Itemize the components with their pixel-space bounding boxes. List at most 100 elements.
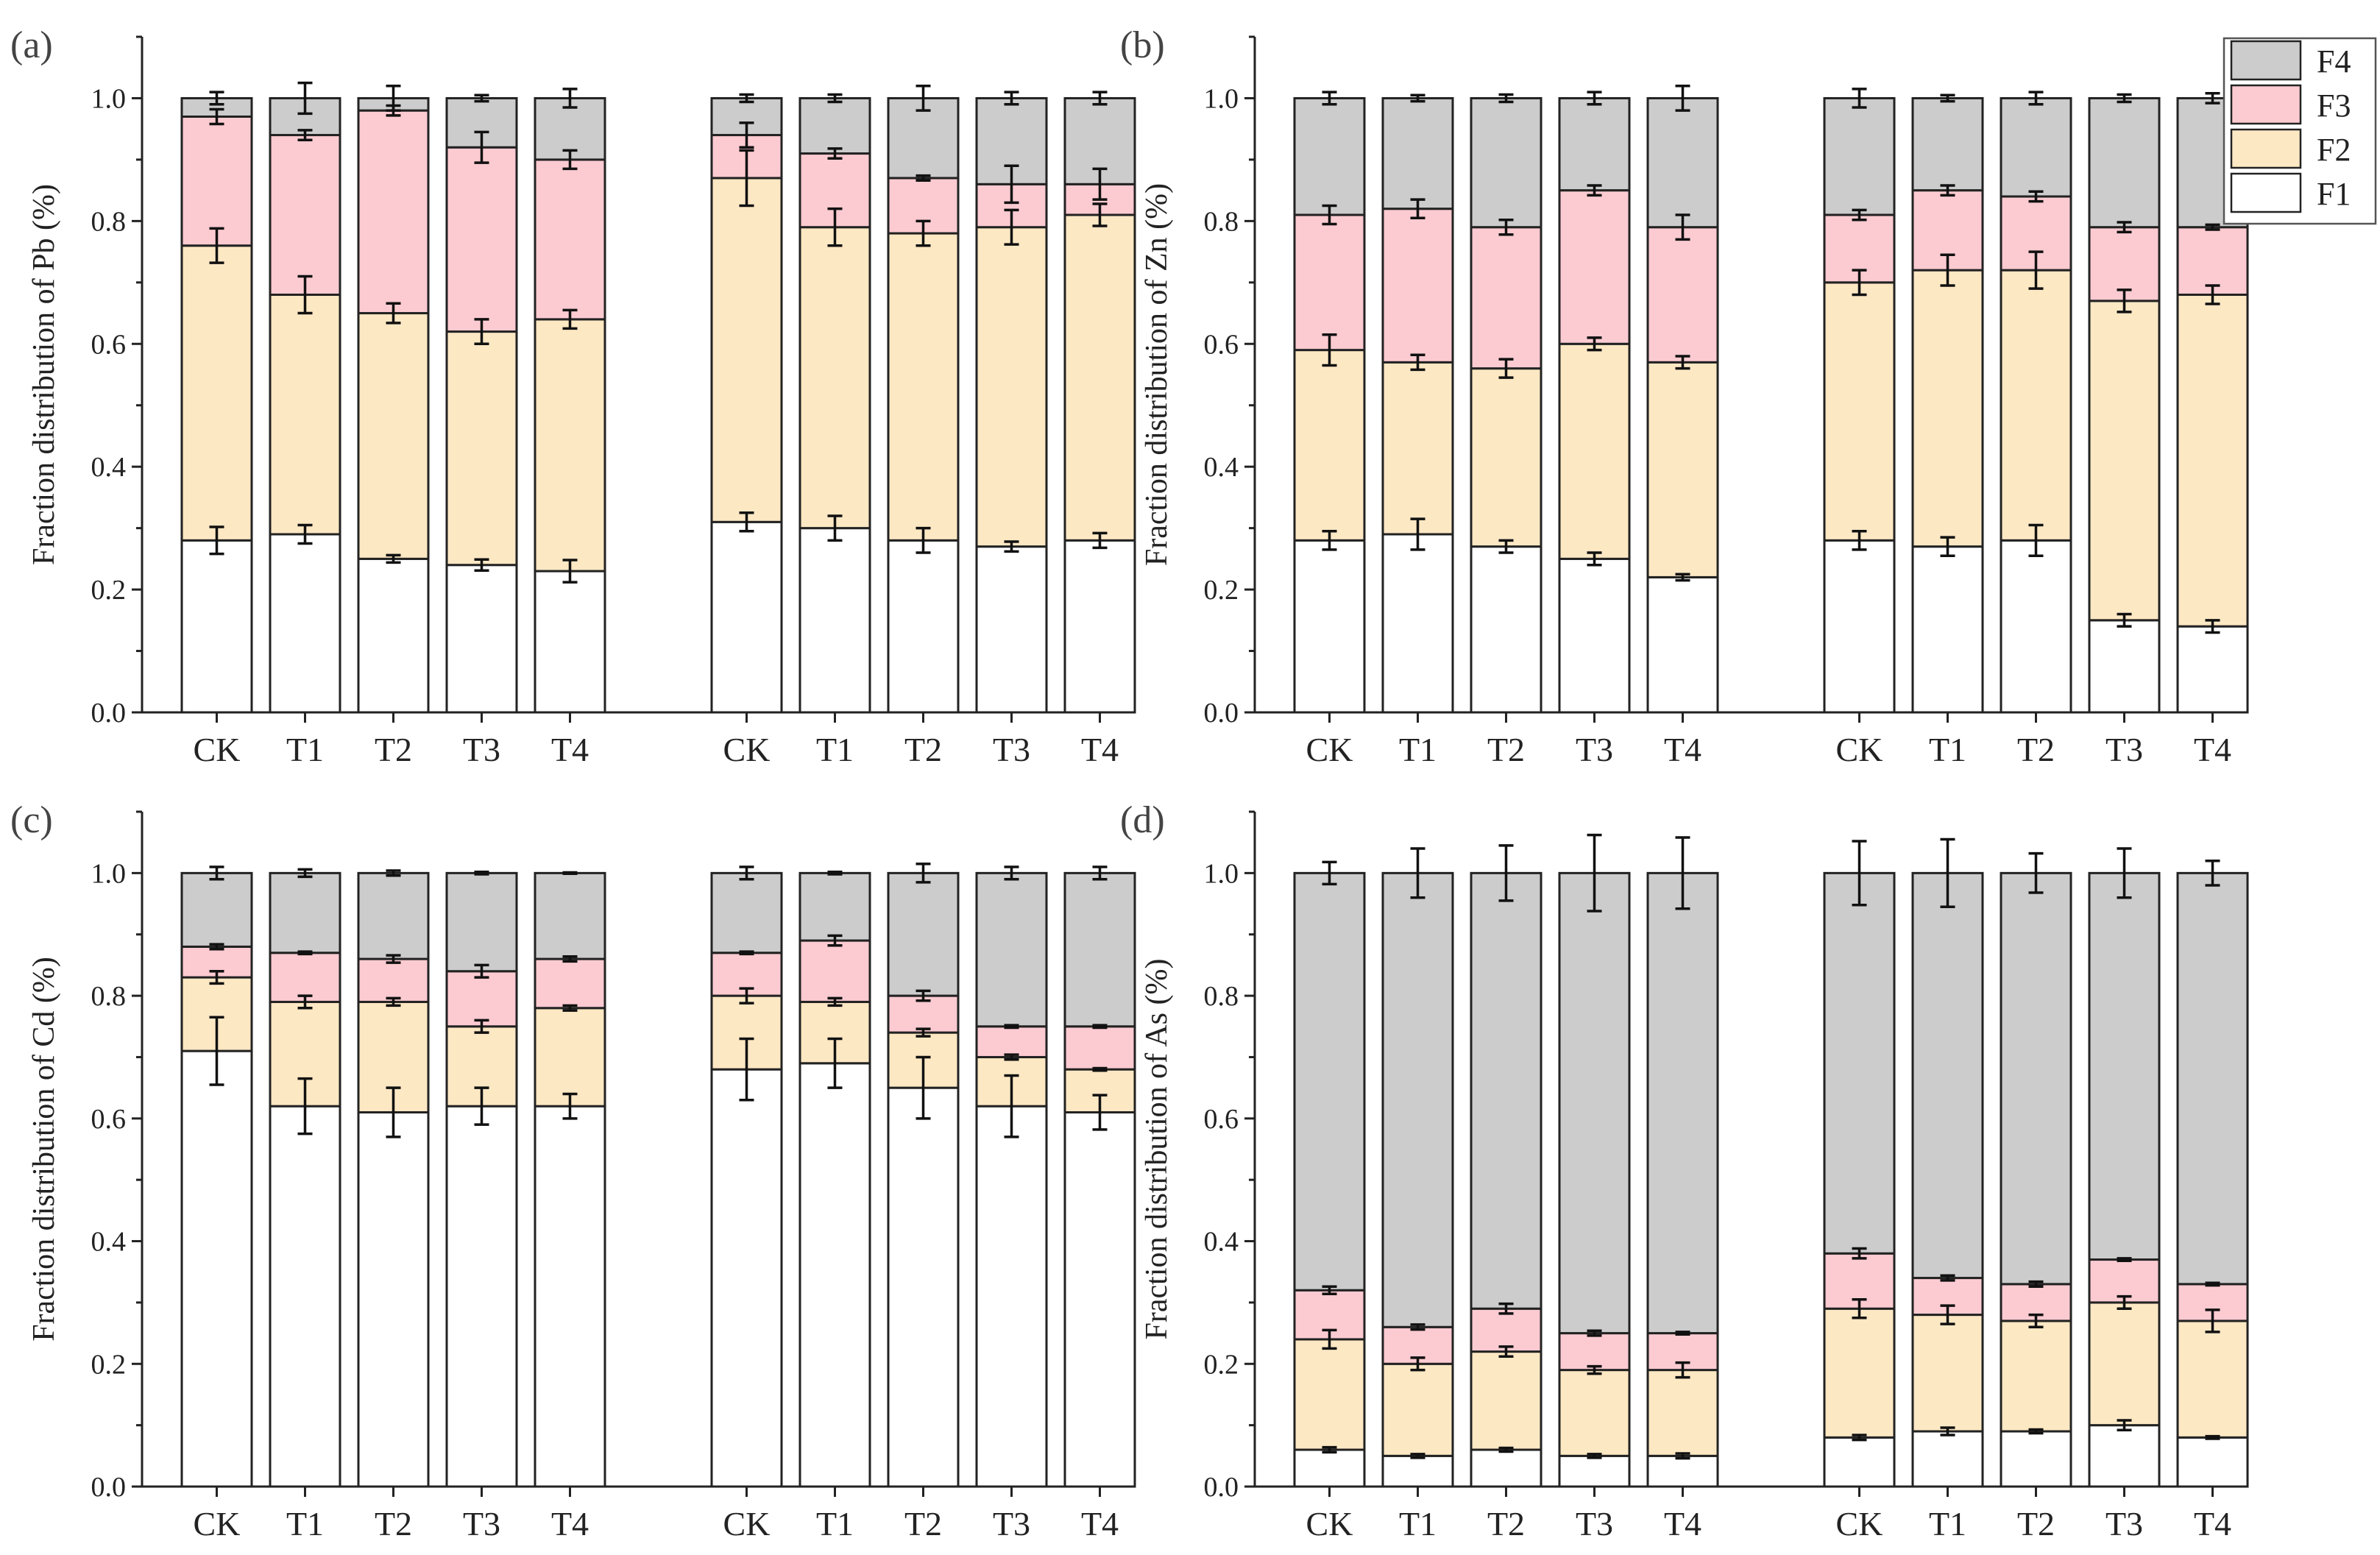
error-bar-f3: [739, 950, 754, 956]
x-tick-label: T1: [1399, 731, 1437, 768]
error-bar-f3: [1675, 213, 1690, 241]
bar-segment-f4: [180, 871, 253, 948]
bar-segment-f1: [1293, 539, 1366, 714]
error-bar-f2: [1940, 253, 1955, 287]
error-bar-f1: [1852, 530, 1867, 551]
error-bar-f4: [1852, 840, 1867, 907]
bar-segment-f2: [1381, 1362, 1454, 1457]
legend-label-f1: F1: [2317, 176, 2351, 212]
bar-segment-f2: [1293, 349, 1366, 542]
error-bar-f1: [562, 559, 578, 584]
x-tick-label: T2: [375, 731, 412, 768]
bar-segment-f2: [269, 294, 341, 536]
bar-segment-f4: [1381, 871, 1454, 1328]
x-tick-label: CK: [1306, 1505, 1353, 1542]
x-tick-label: T3: [463, 1505, 500, 1542]
error-bar-f4: [1587, 833, 1602, 913]
legend-swatch-f2: [2230, 128, 2302, 169]
bar-segment-f2: [534, 318, 606, 573]
error-bar-f1: [1092, 531, 1108, 550]
x-tick-label: T4: [1081, 731, 1119, 768]
error-bar-f4: [2205, 859, 2220, 887]
error-bar-f2: [1410, 1356, 1425, 1372]
bar-segment-f3: [357, 109, 430, 315]
bar-segment-f2: [1470, 367, 1543, 548]
panel-a-pb: 0.0 0.2 0.4 0.6 0.8 1.0 Fraction distribution …: [10, 24, 1136, 768]
error-bar-f2: [1498, 1345, 1514, 1359]
y-axis-label: Fraction distribution of Pb (%): [27, 184, 61, 565]
x-tick-label: T1: [286, 731, 324, 768]
error-bar-f3: [1322, 1285, 1337, 1295]
y-tick-label: 0.4: [91, 1227, 127, 1258]
bar-segment-f3: [1470, 1307, 1543, 1353]
bar-segment-f2: [534, 1007, 606, 1108]
legend-swatch-f4: [2230, 40, 2302, 81]
error-bar-f4: [474, 870, 489, 876]
bar-segment-f3: [269, 952, 341, 1003]
error-bar-f2: [562, 1004, 578, 1012]
bar-segment-f2: [2088, 300, 2161, 622]
bar-segment-f4: [269, 871, 341, 954]
bar-segment-f3: [534, 957, 606, 1010]
bar-segment-f1: [1293, 1448, 1366, 1488]
x-tick-label: T1: [816, 731, 854, 768]
error-bar-f4: [1940, 93, 1955, 103]
error-bar-f2: [2205, 284, 2220, 305]
error-bar-f2: [297, 274, 313, 315]
x-tick-label: T3: [1576, 1505, 1613, 1542]
x-tick-label: CK: [1306, 731, 1353, 768]
error-bar-f4: [739, 93, 754, 104]
bar-segment-f4: [1646, 96, 1719, 229]
y-tick-label: 1.0: [91, 83, 127, 114]
error-bar-f1: [1004, 1074, 1019, 1138]
error-bar-f3: [827, 147, 843, 160]
bar-segment-f1: [2088, 619, 2161, 714]
bar-segment-f4: [887, 871, 960, 997]
bar-segment-f1: [2088, 1424, 2161, 1488]
bar-segment-f1: [887, 539, 960, 714]
error-bar-f4: [562, 88, 578, 109]
error-bar-f3: [2205, 1281, 2220, 1287]
error-bar-f2: [827, 996, 843, 1007]
error-bar-f1: [915, 526, 931, 554]
bar-segment-f3: [534, 158, 606, 321]
bar-segment-f4: [2000, 96, 2072, 198]
bar-segment-f2: [1823, 1307, 1896, 1439]
error-bar-f3: [386, 954, 401, 964]
bar-segment-f1: [2000, 539, 2072, 714]
error-bar-f3: [1410, 1323, 1425, 1331]
bar-segment-f3: [1646, 226, 1719, 364]
error-bar-f2: [386, 996, 401, 1007]
error-bar-f3: [1675, 1331, 1690, 1336]
bar-segment-f3: [180, 115, 253, 247]
x-tick-label: T3: [993, 731, 1030, 768]
error-bar-f4: [297, 81, 313, 116]
error-bar-f1: [2028, 1428, 2044, 1435]
bar-segment-f1: [798, 1062, 871, 1488]
bar-segment-f4: [2088, 871, 2161, 1261]
error-bar-f1: [2205, 619, 2220, 634]
bar-segment-f1: [180, 539, 253, 714]
y-tick-label: 0.4: [1204, 1227, 1239, 1258]
error-bar-f4: [1410, 847, 1425, 899]
bar-segment-f1: [269, 1105, 341, 1488]
bar-segment-f3: [975, 1025, 1048, 1058]
error-bar-f1: [1587, 551, 1602, 567]
x-tick-label: T2: [1487, 731, 1525, 768]
error-bar-f3: [1498, 1302, 1514, 1315]
error-bar-f4: [1004, 91, 1019, 106]
bar-segment-f1: [1470, 1448, 1543, 1488]
panel-label: (c): [10, 799, 53, 841]
bar-segment-f2: [798, 226, 871, 530]
error-bar-f2: [1004, 1053, 1019, 1061]
error-bar-f4: [915, 85, 931, 112]
bar-segment-f4: [1911, 871, 1984, 1280]
error-bar-f1: [2117, 1419, 2132, 1432]
error-bar-f3: [2117, 1257, 2132, 1262]
error-bar-f1: [1092, 1094, 1108, 1131]
bar-segment-f3: [1470, 226, 1543, 370]
error-bar-f2: [2117, 1294, 2132, 1310]
error-bar-f3: [1852, 1247, 1867, 1260]
error-bar-f3: [1940, 184, 1955, 197]
error-bar-f2: [915, 1027, 931, 1038]
